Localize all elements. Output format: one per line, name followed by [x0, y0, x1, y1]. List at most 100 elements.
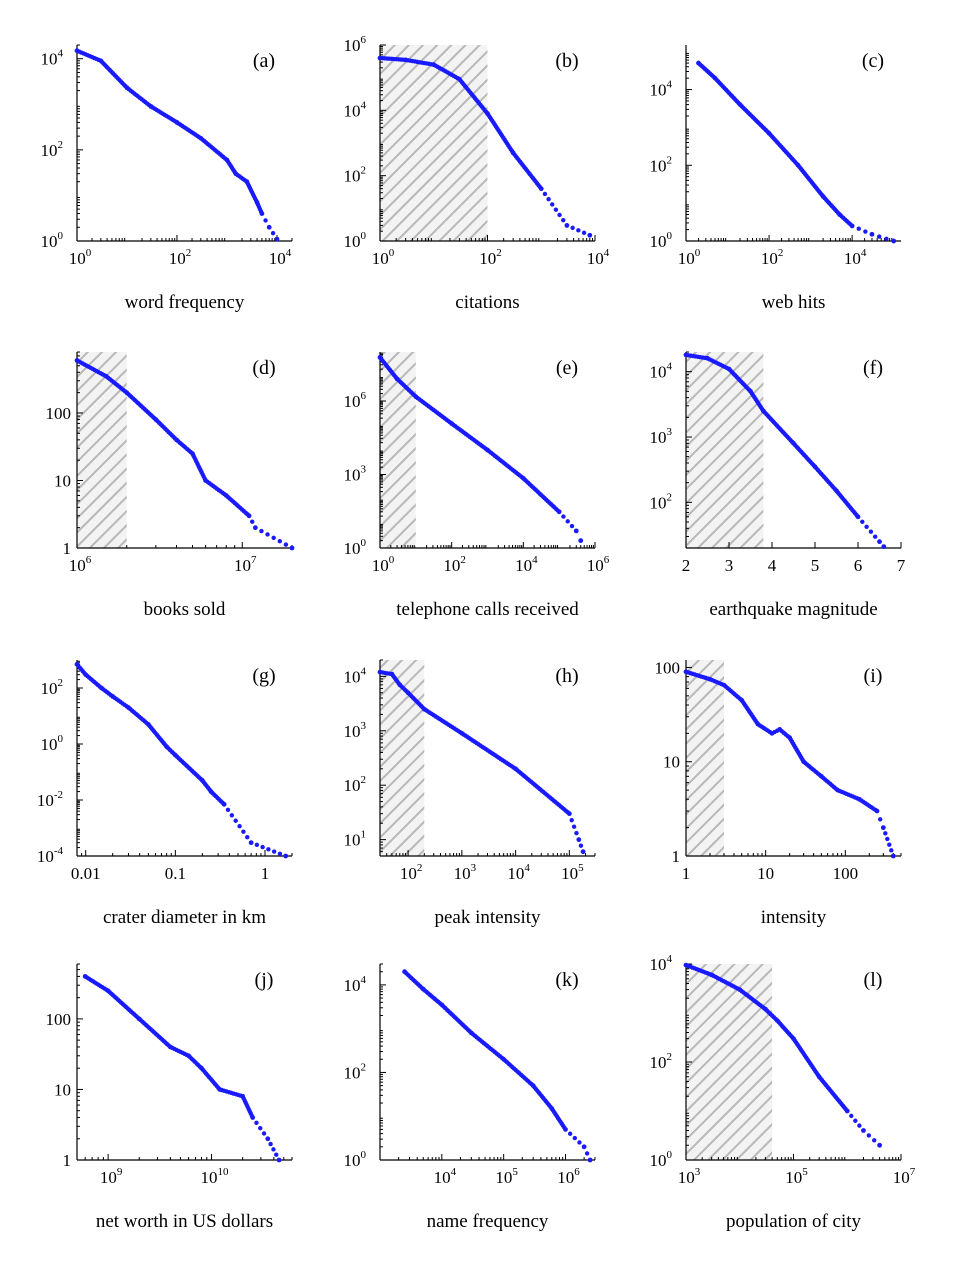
x-tick-label: 100 — [69, 247, 92, 268]
data-point — [872, 1138, 877, 1143]
data-point — [577, 1140, 582, 1145]
x-tick-label: 106 — [587, 554, 610, 575]
data-point — [258, 1125, 263, 1131]
x-tick-label: 109 — [100, 1166, 123, 1187]
data-point — [246, 513, 252, 519]
data-point — [250, 1115, 256, 1120]
y-tick-label: 104 — [650, 361, 673, 382]
y-tick-label: 104 — [344, 99, 367, 120]
data-point — [263, 218, 268, 223]
data-point — [283, 853, 289, 859]
x-axis-label: net worth in US dollars — [96, 1211, 273, 1232]
chart-panel-10: 109 1010 1 10 100 (j) net worth in US dollars — [46, 963, 293, 1232]
data-point — [538, 186, 544, 192]
y-tick-label: 1 — [63, 539, 72, 558]
data-point — [868, 529, 874, 534]
data-point — [277, 539, 282, 544]
data-point — [887, 842, 892, 847]
data-point — [229, 813, 235, 818]
y-tick-label: 10 — [663, 753, 680, 772]
x-tick-label: 102 — [400, 862, 423, 883]
data-point — [261, 1131, 267, 1136]
x-axis-label: books sold — [144, 599, 226, 620]
data-point — [566, 811, 572, 817]
x-tick-label: 100 — [833, 864, 859, 883]
y-tick-label: 102 — [41, 139, 64, 160]
y-tick-label: 1 — [672, 847, 681, 866]
data-point — [863, 229, 868, 234]
y-tick-label: 104 — [650, 953, 673, 974]
data-point — [271, 1147, 276, 1152]
data-point — [237, 824, 242, 829]
x-axis-label: peak intensity — [434, 907, 541, 928]
data-point — [561, 217, 566, 223]
chart-panel-12: 103 105 107 100 102 104 (l) population of city — [650, 953, 916, 1232]
y-tick-label: 100 — [46, 1010, 72, 1029]
data-point — [861, 1128, 866, 1133]
data-point — [877, 817, 883, 822]
y-tick-label: 104 — [344, 665, 367, 686]
x-axis-label: web hits — [762, 292, 826, 313]
chart-panel-8: 102 103 104 105 101 102 103 104 (h) peak intensit… — [344, 659, 596, 928]
panel-letter: (b) — [555, 50, 578, 72]
data-point — [866, 1133, 872, 1138]
shaded-region — [380, 660, 425, 856]
data-point — [259, 528, 264, 534]
x-tick-label: 104 — [507, 862, 530, 883]
data-point — [271, 849, 277, 854]
data-point — [277, 851, 283, 856]
y-tick-label: 104 — [41, 48, 64, 69]
x-tick-label: 100 — [372, 247, 395, 268]
y-tick-label: 102 — [344, 165, 367, 186]
x-tick-label: 104 — [844, 247, 867, 268]
data-point — [574, 830, 579, 836]
data-point — [567, 1131, 573, 1136]
data-point — [584, 1151, 590, 1156]
y-tick-label: 104 — [344, 974, 367, 995]
data-point — [233, 818, 238, 823]
panel-letter: (h) — [555, 665, 578, 687]
y-tick-label: 106 — [344, 34, 367, 55]
y-tick-label: 104 — [650, 79, 673, 100]
y-tick-label: 103 — [344, 464, 367, 485]
y-tick-label: 100 — [650, 230, 673, 251]
data-point — [542, 191, 548, 197]
x-tick-label: 105 — [561, 862, 584, 883]
data-point — [221, 801, 227, 807]
data-point — [849, 1113, 854, 1119]
y-tick-label: 102 — [650, 491, 673, 512]
data-point — [276, 1157, 282, 1163]
x-tick-label: 103 — [454, 862, 477, 883]
data-point — [565, 519, 570, 524]
data-point — [550, 202, 555, 207]
data-point — [241, 829, 246, 834]
panel-letter: (a) — [253, 50, 275, 72]
x-tick-label: 10 — [757, 864, 774, 883]
x-tick-label: 106 — [557, 1166, 580, 1187]
x-axis-label: intensity — [761, 907, 827, 928]
panel-letter: (g) — [252, 665, 275, 687]
y-tick-label: 101 — [344, 829, 367, 850]
data-point — [578, 843, 584, 848]
data-point — [849, 223, 855, 229]
chart-panel-9: 1 10 100 1 10 100 (i) intensity — [655, 658, 902, 928]
data-point — [252, 525, 258, 531]
data-point — [283, 542, 289, 547]
data-point — [581, 230, 587, 235]
data-point — [564, 223, 570, 228]
x-tick-label: 102 — [443, 554, 466, 575]
shaded-region — [380, 352, 416, 548]
data-point — [857, 1123, 862, 1128]
data-point — [580, 849, 586, 855]
data-point — [576, 228, 581, 233]
x-tick-label: 1 — [682, 864, 691, 883]
x-tick-label: 1010 — [201, 1166, 230, 1187]
data-point — [881, 544, 887, 550]
chart-panel-4: 106 107 1 10 100 (d) books sold — [46, 351, 295, 620]
panel-letter: (d) — [252, 357, 275, 379]
x-tick-label: 1 — [261, 864, 270, 883]
data-point — [883, 831, 888, 836]
data-point — [864, 524, 869, 529]
x-tick-label: 104 — [269, 247, 292, 268]
